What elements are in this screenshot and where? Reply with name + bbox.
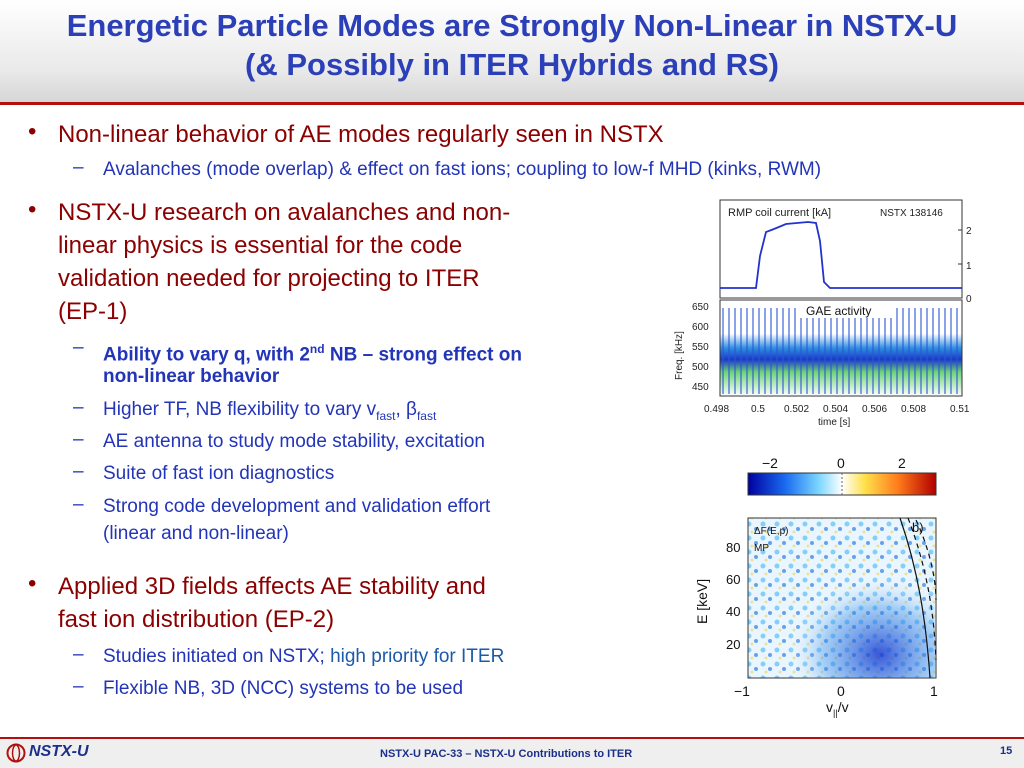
freq-tick: 550: [692, 342, 709, 353]
freq-tick: 500: [692, 362, 709, 373]
time-tick: 0.5: [751, 404, 765, 415]
colorbar: [747, 472, 937, 496]
y-tick: 80: [726, 540, 740, 555]
freq-tick: 600: [692, 322, 709, 333]
y-tick: 40: [726, 604, 740, 619]
sub-2-subscript-2: fast: [416, 408, 437, 423]
panel-label: b): [912, 520, 924, 535]
x-axis-label: v||/v: [826, 699, 849, 718]
gae-label: GAE activity: [806, 304, 871, 318]
sub-2-beta: , β: [395, 399, 417, 420]
bullet-2-sub-2: Higher TF, NB flexibility to vary vfast,…: [103, 396, 436, 430]
bullet-2-sub-3: AE antenna to study mode stability, exci…: [103, 431, 485, 452]
spectrogram-streaks: [720, 308, 962, 394]
bullet-dot: •: [28, 118, 37, 145]
title-banner: [0, 0, 1024, 102]
bullet-3-line-1: Applied 3D fields affects AE stability a…: [58, 573, 486, 600]
dash-marker: –: [73, 157, 84, 178]
dash-marker: –: [73, 494, 84, 515]
rmp-tick-0: 0: [966, 294, 972, 305]
dash-marker: –: [73, 644, 84, 665]
dash-marker: –: [73, 461, 84, 482]
x-tick: 0: [837, 683, 845, 699]
colorbar-tick: −2: [762, 455, 778, 471]
sub-2-subscript-1: fast: [376, 408, 396, 423]
bullet-3-sub-1: Studies initiated on NSTX; high priority…: [103, 643, 504, 670]
bullet-dot: •: [28, 196, 37, 223]
title-line-2: (& Possibly in ITER Hybrids and RS): [245, 47, 779, 82]
colorbar-tick: 2: [898, 455, 906, 471]
bullet-1: Non-linear behavior of AE modes regularl…: [58, 121, 664, 148]
x-label-rest: /v: [838, 699, 849, 715]
boundary-curve-dashed: [907, 517, 937, 661]
time-tick: 0.51: [950, 404, 970, 415]
y-axis-label: E [keV]: [694, 579, 710, 624]
footer-bar: [0, 739, 1024, 768]
footer-center-text: NSTX-U PAC-33 – NSTX-U Contributions to …: [380, 748, 633, 760]
time-tick: 0.498: [704, 404, 729, 415]
sub-1-text-a: Ability to vary q, with 2: [103, 344, 310, 366]
rmp-panel-frame: [719, 199, 963, 299]
rmp-tick-2: 2: [966, 226, 972, 237]
footer-logo-text: NSTX-U: [29, 743, 89, 760]
time-tick: 0.502: [784, 404, 809, 415]
sub-1-highlight: high priority for ITER: [330, 646, 505, 667]
time-tick: 0.506: [862, 404, 887, 415]
x-tick: 1: [930, 683, 938, 699]
sub-1-text-b: NB – strong effect on: [324, 344, 522, 366]
sub-1-text: Studies initiated on NSTX;: [103, 646, 331, 667]
bullet-2-line-2: linear physics is essential for the code: [58, 232, 463, 259]
x-label-sub: ||: [833, 708, 838, 718]
colorbar-tick: 0: [837, 455, 845, 471]
y-tick: 60: [726, 572, 740, 587]
dash-marker: –: [73, 676, 84, 697]
sub-2-text: Higher TF, NB flexibility to vary v: [103, 399, 377, 420]
bullet-2-sub-4: Suite of fast ion diagnostics: [103, 463, 335, 484]
dash-marker: –: [73, 397, 84, 418]
time-axis-label: time [s]: [818, 417, 850, 428]
time-tick: 0.508: [901, 404, 926, 415]
df-label: ΔF(E,p): [754, 526, 788, 537]
bullet-dot: •: [28, 570, 37, 597]
title-divider: [0, 102, 1024, 105]
freq-tick: 450: [692, 382, 709, 393]
bullet-2-line-3: validation needed for projecting to ITER: [58, 265, 480, 292]
boundary-curve: [899, 517, 931, 679]
bullet-2-line-4: (EP-1): [58, 298, 128, 325]
y-tick: 20: [726, 637, 740, 652]
page-number: 15: [1000, 745, 1013, 757]
freq-tick: 650: [692, 302, 709, 313]
nstx-logo-icon: [6, 743, 26, 763]
dash-marker: –: [73, 337, 84, 358]
distribution-figure: −2 0 2 ΔF(E,p) MP b) 80 60 40 20 E [keV]…: [694, 455, 938, 718]
shot-label: NSTX 138146: [880, 208, 943, 219]
footer-divider: [0, 737, 1024, 739]
rmp-trace: [720, 221, 962, 289]
sub-1-superscript: nd: [309, 342, 325, 356]
mp-label: MP: [754, 543, 769, 554]
rmp-tick-1: 1: [966, 261, 972, 272]
bullet-2-line-1: NSTX-U research on avalanches and non-: [58, 199, 511, 226]
bullet-2-sub-5: Strong code development and validation e…: [103, 496, 491, 517]
bullet-2-sub-5-cont: (linear and non-linear): [103, 523, 289, 544]
bullet-2-sub-1-cont: non-linear behavior: [103, 366, 280, 387]
bullet-3-sub-2: Flexible NB, 3D (NCC) systems to be used: [103, 678, 464, 699]
bullet-2-sub-1: Ability to vary q, with 2nd NB – strong …: [103, 336, 522, 368]
bullet-3-line-2: fast ion distribution (EP-2): [58, 606, 335, 633]
freq-axis-label: Freq. [kHz]: [674, 331, 685, 380]
slide-title: Energetic Particle Modes are Strongly No…: [0, 6, 1024, 84]
gae-label-bg: [798, 302, 894, 318]
time-tick: 0.504: [823, 404, 848, 415]
rmp-label: RMP coil current [kA]: [728, 207, 831, 219]
dash-marker: –: [73, 429, 84, 450]
boundary-curve-dashed-2: [915, 519, 937, 601]
rmp-gae-figure: RMP coil current [kA] NSTX 138146 2 1 0 …: [674, 199, 972, 428]
bullet-1-sub-1: Avalanches (mode overlap) & effect on fa…: [103, 159, 822, 180]
x-label-v: v: [826, 699, 833, 715]
distribution-blob: [748, 518, 936, 678]
title-line-1: Energetic Particle Modes are Strongly No…: [66, 8, 958, 43]
x-tick: −1: [734, 683, 750, 699]
